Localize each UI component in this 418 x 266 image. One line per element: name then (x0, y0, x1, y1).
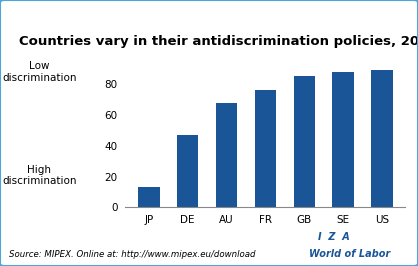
Bar (177, 135, 199, 207)
Bar (216, 103, 237, 207)
Text: High
discrimination: High discrimination (2, 165, 76, 186)
Text: Source: MIPEX. Online at: http://www.mipex.eu/download: Source: MIPEX. Online at: http://www.mip… (9, 250, 256, 259)
Text: Countries vary in their antidiscrimination policies, 2010: Countries vary in their antidiscriminati… (19, 35, 418, 48)
Bar (255, 90, 276, 207)
Text: Low
discrimination: Low discrimination (2, 61, 76, 83)
Text: World of Labor: World of Labor (309, 249, 390, 259)
Text: I  Z  A: I Z A (318, 232, 349, 242)
Bar (293, 76, 315, 207)
Bar (332, 72, 354, 207)
Bar (371, 70, 393, 207)
Bar (138, 188, 160, 207)
